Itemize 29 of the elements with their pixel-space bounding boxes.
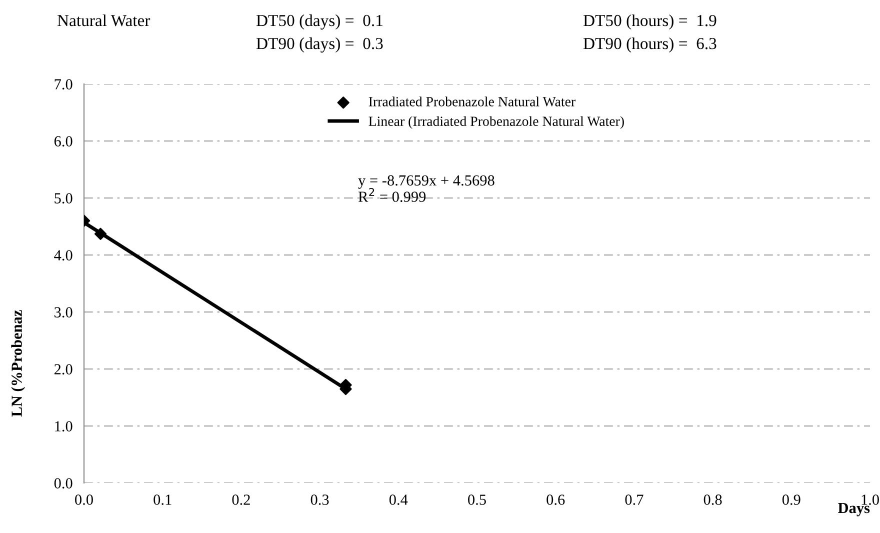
x-tick-label: 0.5 <box>468 494 486 505</box>
y-tick-label: 4.0 <box>54 250 72 261</box>
text: DT50 (days) = 0.1 <box>256 14 382 30</box>
y-tick-label: 3.0 <box>54 307 72 318</box>
x-tick-label: 0.9 <box>782 494 800 505</box>
x-tick-label: 0.7 <box>625 494 644 505</box>
x-tick-label: 0.6 <box>546 494 565 505</box>
x-tick-label: 1.0 <box>862 494 879 505</box>
y-tick-label: 6.0 <box>54 136 72 147</box>
x-tick-label: 0.8 <box>704 494 722 505</box>
x-tick-label: 0.0 <box>75 494 93 505</box>
chart-title: Natural Water <box>57 14 150 26</box>
y-tick-label: 1.0 <box>55 421 72 432</box>
y-tick-label: 7.0 <box>54 79 72 90</box>
text: DT90 (hours) = 6.3 <box>583 37 716 53</box>
text: DT90 (days) = 0.3 <box>256 37 383 53</box>
x-tick-label: 0.3 <box>310 494 329 505</box>
annotation: y = -8.7659x + 4.5698 R$^{2}$ = 0.999 <box>358 175 494 202</box>
x-axis-title: Days <box>838 502 870 516</box>
legend-label: Linear (Irradiated Probenazole Natural Water) <box>368 116 624 129</box>
legend-label: Irradiated Probenazole Natural Water <box>368 96 576 106</box>
y-tick-label: 5.0 <box>54 193 72 204</box>
y-tick-label: 2.0 <box>54 364 72 375</box>
x-tick-label: 0.1 <box>154 494 172 505</box>
y-axis-title: LN (%Probenaz <box>11 310 26 417</box>
y-tick-label: 0.0 <box>54 478 72 489</box>
text: DT50 (hours) = 1.9 <box>583 14 716 30</box>
x-tick-label: 0.4 <box>389 494 408 505</box>
x-tick-label: 0.2 <box>232 494 250 505</box>
